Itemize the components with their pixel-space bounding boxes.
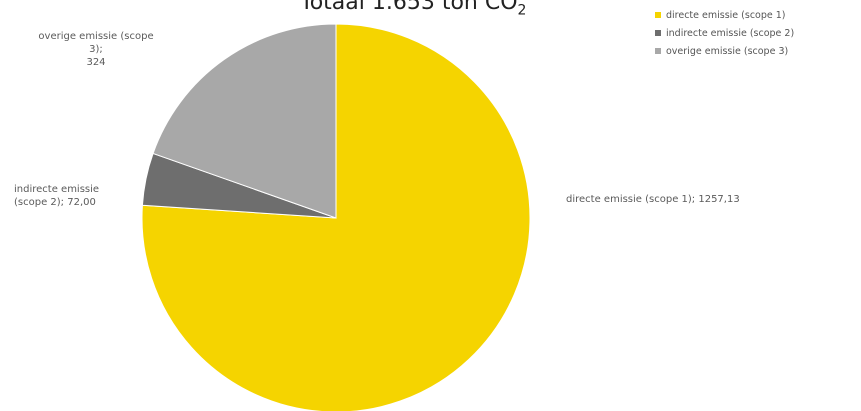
- pie-slices: [141, 23, 531, 411]
- legend-swatch-scope2: [655, 30, 661, 36]
- legend-item-scope1: directe emissie (scope 1): [655, 6, 794, 24]
- legend-label-scope1: directe emissie (scope 1): [666, 9, 786, 21]
- pie-slice-scope1: [141, 23, 531, 411]
- legend-item-scope2: indirecte emissie (scope 2): [655, 24, 794, 42]
- chart-title: Totaal 1.653 ton CO2: [300, 0, 600, 18]
- data-label-scope2-line2: (scope 2); 72,00: [14, 197, 96, 208]
- data-label-scope3: overige emissie (scope 3); 324: [32, 30, 160, 69]
- data-label-scope2: indirecte emissie (scope 2); 72,00: [14, 183, 99, 209]
- legend: directe emissie (scope 1) indirecte emis…: [655, 6, 794, 60]
- chart-title-main: Totaal 1.653 ton CO: [300, 0, 518, 15]
- legend-label-scope3: overige emissie (scope 3): [666, 45, 789, 57]
- chart-title-subscript: 2: [517, 2, 527, 19]
- data-label-scope3-line2: 324: [86, 57, 106, 68]
- legend-label-scope2: indirecte emissie (scope 2): [666, 27, 795, 39]
- legend-swatch-scope1: [655, 12, 661, 18]
- data-label-scope1: directe emissie (scope 1); 1257,13: [566, 193, 740, 206]
- legend-item-scope3: overige emissie (scope 3): [655, 42, 794, 60]
- data-label-scope1-line1: directe emissie (scope 1); 1257,13: [566, 194, 740, 205]
- pie-slice-scope3: [152, 23, 337, 219]
- legend-swatch-scope3: [655, 48, 661, 54]
- data-label-scope2-line1: indirecte emissie: [14, 184, 100, 195]
- data-label-scope3-line1: overige emissie (scope 3);: [38, 31, 154, 55]
